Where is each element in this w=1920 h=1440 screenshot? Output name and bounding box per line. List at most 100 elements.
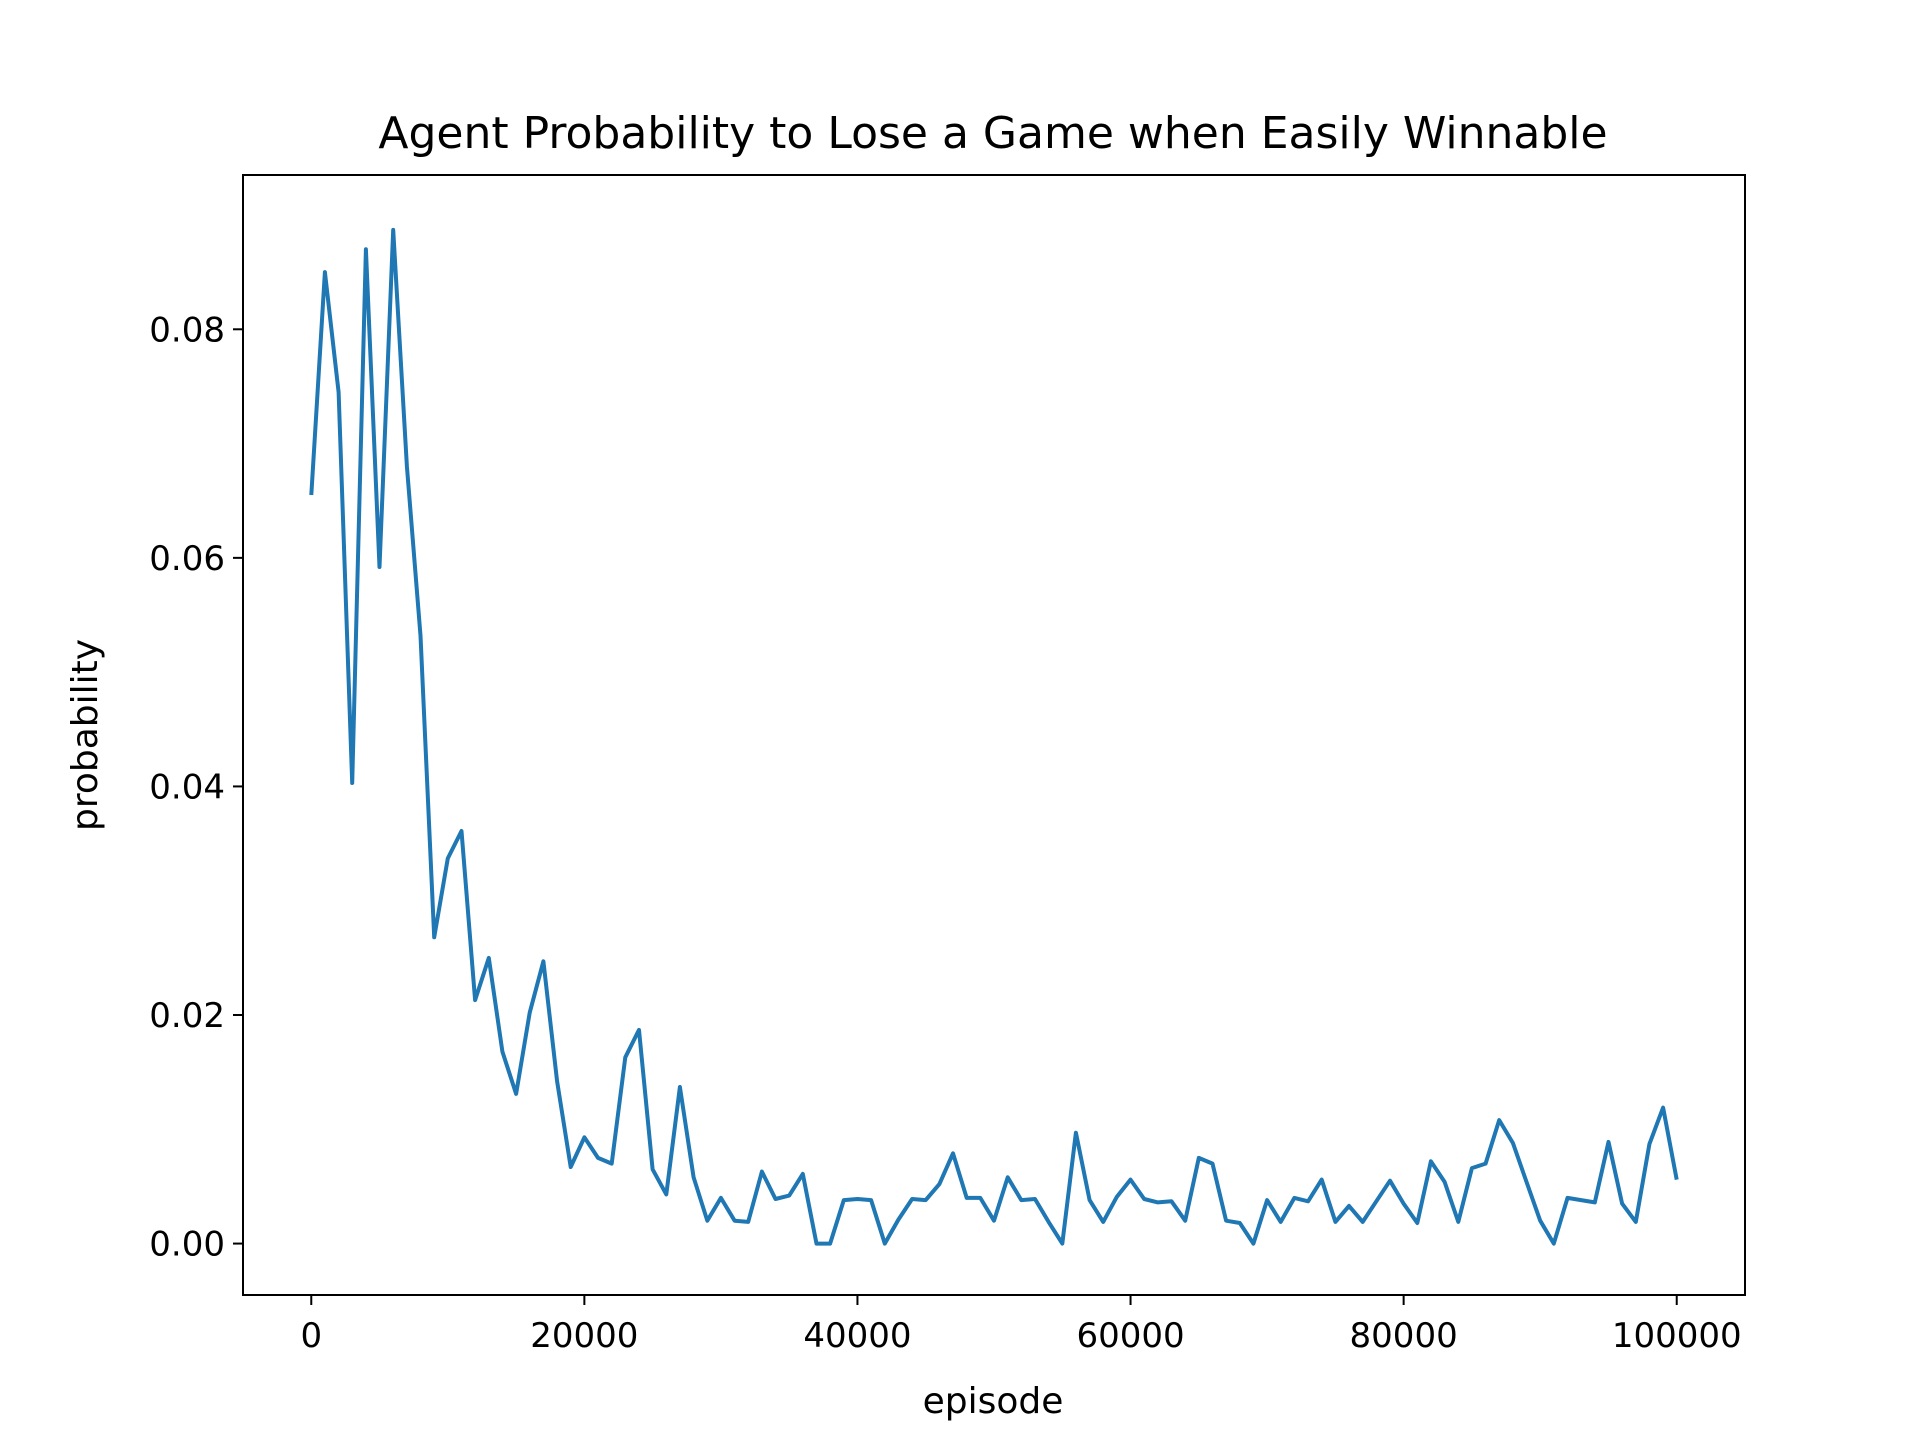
data-point bbox=[1635, 1221, 1636, 1222]
data-point bbox=[1157, 1202, 1158, 1203]
data-point bbox=[365, 249, 366, 250]
data-point bbox=[379, 567, 380, 568]
y-tick-label: 0.08 bbox=[149, 310, 225, 350]
data-point bbox=[584, 1137, 585, 1138]
data-point bbox=[1649, 1144, 1650, 1145]
data-point bbox=[639, 1029, 640, 1030]
data-point bbox=[816, 1243, 817, 1244]
data-point bbox=[475, 1000, 476, 1001]
data-point bbox=[1321, 1179, 1322, 1180]
axes-frame bbox=[242, 174, 1746, 1296]
x-tick-label: 0 bbox=[300, 1316, 322, 1356]
data-point bbox=[802, 1173, 803, 1174]
data-point bbox=[1608, 1141, 1609, 1142]
plot-area bbox=[309, 227, 1679, 1246]
data-point bbox=[1581, 1200, 1582, 1201]
data-point bbox=[1267, 1200, 1268, 1201]
data-point bbox=[611, 1163, 612, 1164]
data-point bbox=[352, 783, 353, 784]
data-point bbox=[939, 1184, 940, 1185]
chart-title: Agent Probability to Lose a Game when Ea… bbox=[378, 108, 1607, 159]
data-point bbox=[871, 1200, 872, 1201]
data-point bbox=[707, 1220, 708, 1221]
data-point bbox=[502, 1051, 503, 1052]
data-point bbox=[994, 1220, 995, 1221]
data-point bbox=[393, 229, 394, 230]
data-point bbox=[1553, 1243, 1554, 1244]
data-point bbox=[1676, 1179, 1677, 1180]
data-point bbox=[557, 1081, 558, 1082]
data-point bbox=[857, 1199, 858, 1200]
data-point bbox=[1226, 1220, 1227, 1221]
data-point bbox=[1362, 1221, 1363, 1222]
data-point bbox=[966, 1197, 967, 1198]
data-point bbox=[1144, 1199, 1145, 1200]
x-tick-label: 40000 bbox=[803, 1316, 911, 1356]
data-point bbox=[720, 1197, 721, 1198]
y-tick-label: 0.02 bbox=[149, 996, 225, 1036]
data-point bbox=[1075, 1132, 1076, 1133]
data-point bbox=[980, 1197, 981, 1198]
data-point bbox=[1035, 1199, 1036, 1200]
data-point bbox=[1540, 1220, 1541, 1221]
data-point bbox=[1526, 1181, 1527, 1182]
data-point bbox=[420, 635, 421, 636]
data-point bbox=[1308, 1201, 1309, 1202]
data-point bbox=[311, 495, 312, 496]
x-tick-label: 60000 bbox=[1076, 1316, 1184, 1356]
data-point bbox=[679, 1087, 680, 1088]
data-point bbox=[1280, 1221, 1281, 1222]
data-point bbox=[1512, 1143, 1513, 1144]
data-point bbox=[447, 858, 448, 859]
y-tick-label: 0.06 bbox=[149, 539, 225, 579]
data-point bbox=[830, 1243, 831, 1244]
data-point bbox=[1444, 1181, 1445, 1182]
y-tick-label: 0.00 bbox=[149, 1225, 225, 1265]
axes-ticks: 0 20000 40000 60000 80000 100000 0.00 0.02 0.04 0… bbox=[149, 310, 1741, 1356]
data-point bbox=[884, 1243, 885, 1244]
data-point bbox=[1499, 1120, 1500, 1121]
data-point bbox=[1253, 1243, 1254, 1244]
data-point bbox=[338, 392, 339, 393]
data-point bbox=[543, 961, 544, 962]
x-tick-label: 20000 bbox=[530, 1316, 638, 1356]
x-tick-label: 100000 bbox=[1612, 1316, 1742, 1356]
data-point bbox=[1198, 1157, 1199, 1158]
y-axis-label: probability bbox=[65, 639, 106, 831]
data-point bbox=[761, 1171, 762, 1172]
data-point bbox=[1622, 1203, 1623, 1204]
data-point bbox=[570, 1167, 571, 1168]
data-point bbox=[1103, 1221, 1104, 1222]
data-point bbox=[666, 1194, 667, 1195]
data-point bbox=[1185, 1220, 1186, 1221]
data-point bbox=[488, 957, 489, 958]
data-point bbox=[406, 466, 407, 467]
data-point bbox=[1021, 1200, 1022, 1201]
data-point bbox=[734, 1220, 735, 1221]
data-point bbox=[748, 1221, 749, 1222]
data-point bbox=[1471, 1168, 1472, 1169]
data-point bbox=[529, 1012, 530, 1013]
data-point bbox=[1335, 1221, 1336, 1222]
data-point bbox=[1048, 1221, 1049, 1222]
data-point bbox=[434, 937, 435, 938]
data-point bbox=[1062, 1243, 1063, 1244]
data-point bbox=[925, 1200, 926, 1201]
data-point bbox=[693, 1177, 694, 1178]
data-point bbox=[1171, 1201, 1172, 1202]
data-point bbox=[598, 1157, 599, 1158]
data-point bbox=[625, 1057, 626, 1058]
data-point bbox=[1376, 1201, 1377, 1202]
data-point bbox=[1485, 1163, 1486, 1164]
data-point bbox=[1239, 1223, 1240, 1224]
data-point bbox=[1594, 1202, 1595, 1203]
data-point bbox=[1116, 1196, 1117, 1197]
x-axis-label: episode bbox=[923, 1381, 1064, 1422]
data-point bbox=[1458, 1221, 1459, 1222]
data-point bbox=[1130, 1179, 1131, 1180]
y-tick-label: 0.04 bbox=[149, 767, 225, 807]
data-point bbox=[1567, 1197, 1568, 1198]
data-point bbox=[1390, 1180, 1391, 1181]
data-point bbox=[912, 1199, 913, 1200]
